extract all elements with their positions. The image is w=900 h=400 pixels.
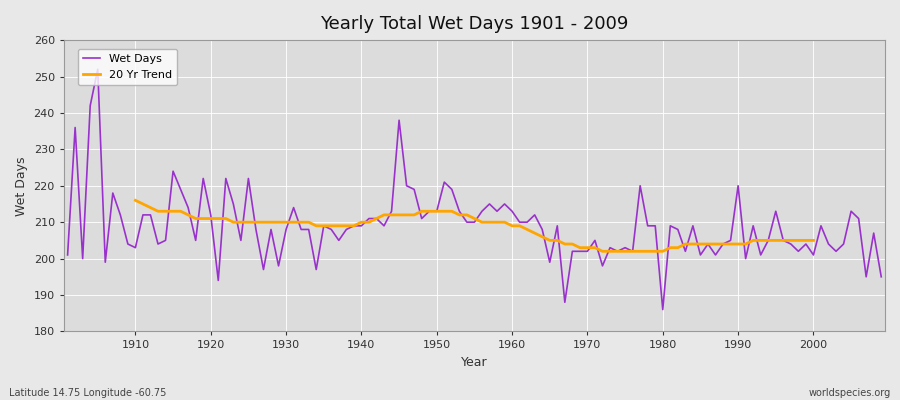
20 Yr Trend bbox=[800, 238, 811, 243]
Legend: Wet Days, 20 Yr Trend: Wet Days, 20 Yr Trend bbox=[77, 48, 177, 86]
20 Yr Trend bbox=[213, 216, 224, 221]
Title: Yearly Total Wet Days 1901 - 2009: Yearly Total Wet Days 1901 - 2009 bbox=[320, 15, 628, 33]
Wet Days bbox=[341, 227, 352, 232]
Wet Days bbox=[514, 220, 525, 224]
20 Yr Trend bbox=[808, 238, 819, 243]
Text: Latitude 14.75 Longitude -60.75: Latitude 14.75 Longitude -60.75 bbox=[9, 388, 166, 398]
Y-axis label: Wet Days: Wet Days bbox=[15, 156, 28, 216]
Line: 20 Yr Trend: 20 Yr Trend bbox=[135, 200, 814, 251]
20 Yr Trend bbox=[710, 242, 721, 246]
Wet Days bbox=[605, 245, 616, 250]
20 Yr Trend bbox=[597, 249, 608, 254]
Wet Days bbox=[62, 252, 73, 257]
X-axis label: Year: Year bbox=[461, 356, 488, 369]
Wet Days bbox=[876, 274, 886, 279]
Wet Days bbox=[507, 209, 517, 214]
20 Yr Trend bbox=[793, 238, 804, 243]
Line: Wet Days: Wet Days bbox=[68, 69, 881, 310]
20 Yr Trend bbox=[288, 220, 299, 224]
Wet Days bbox=[657, 307, 668, 312]
Text: worldspecies.org: worldspecies.org bbox=[809, 388, 891, 398]
Wet Days bbox=[296, 227, 307, 232]
20 Yr Trend bbox=[303, 220, 314, 224]
20 Yr Trend bbox=[130, 198, 140, 203]
Wet Days bbox=[93, 67, 104, 72]
Wet Days bbox=[130, 245, 140, 250]
